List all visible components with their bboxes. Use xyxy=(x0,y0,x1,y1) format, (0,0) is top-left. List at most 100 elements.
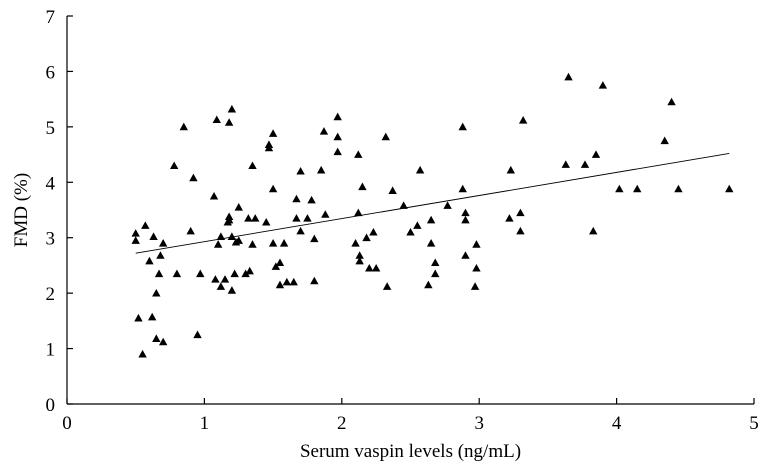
data-point-triangle xyxy=(134,313,143,322)
data-point-triangle xyxy=(667,97,676,106)
data-point-triangle xyxy=(227,232,237,240)
data-point-triangle xyxy=(369,227,378,236)
y-tick-label: 0 xyxy=(46,395,56,416)
data-point-triangle xyxy=(262,217,271,226)
data-point-triangle xyxy=(371,264,381,272)
data-point-triangle xyxy=(461,208,470,217)
data-point-triangle xyxy=(591,150,601,158)
data-point-triangle xyxy=(431,269,440,278)
data-point-triangle xyxy=(358,182,367,191)
data-point-triangle xyxy=(289,277,298,286)
trendline-group xyxy=(135,153,730,254)
data-point-triangle xyxy=(355,251,364,259)
data-point-triangle xyxy=(472,264,481,272)
data-point-triangle xyxy=(580,160,590,168)
data-point-triangle xyxy=(279,239,289,247)
data-point-triangle xyxy=(598,81,608,89)
y-axis-label: FMD (%) xyxy=(11,173,32,247)
data-point-triangle xyxy=(193,330,202,339)
data-point-triangle xyxy=(333,132,342,141)
data-point-triangle xyxy=(248,161,257,170)
y-tick-label: 1 xyxy=(46,340,56,361)
data-point-triangle xyxy=(271,262,281,270)
y-axis-ticks: 0 1 2 3 4 5 6 7 xyxy=(46,7,73,416)
data-point-triangle xyxy=(307,195,316,204)
data-point-triangle xyxy=(211,275,220,283)
trendline xyxy=(135,153,730,254)
x-axis-label: Serum vaspin levels (ng/mL) xyxy=(300,441,521,462)
data-point-triangle xyxy=(154,269,164,278)
data-point-triangle xyxy=(268,184,278,193)
data-points xyxy=(131,72,734,358)
data-point-triangle xyxy=(388,186,397,194)
data-point-triangle xyxy=(458,184,467,193)
data-point-triangle xyxy=(292,214,301,222)
data-point-triangle xyxy=(220,275,230,283)
data-point-triangle xyxy=(141,221,150,229)
data-point-triangle xyxy=(472,240,481,248)
data-point-triangle xyxy=(189,173,198,182)
data-point-triangle xyxy=(268,129,278,137)
data-point-triangle xyxy=(518,116,528,124)
data-point-triangle xyxy=(381,132,390,141)
data-point-triangle xyxy=(244,214,253,222)
data-point-triangle xyxy=(268,239,278,247)
data-point-triangle xyxy=(355,256,364,265)
data-point-triangle xyxy=(234,236,243,244)
data-point-triangle xyxy=(230,269,239,278)
data-point-triangle xyxy=(145,256,154,265)
data-point-triangle xyxy=(149,232,158,240)
data-point-triangle xyxy=(316,165,326,174)
data-point-triangle xyxy=(516,208,525,217)
x-tick-label: 0 xyxy=(62,413,72,434)
data-point-triangle xyxy=(561,160,570,168)
data-point-triangle xyxy=(516,226,525,235)
y-tick-label: 5 xyxy=(46,118,56,139)
data-point-triangle xyxy=(296,167,305,175)
x-axis-ticks: 0 1 2 3 4 5 xyxy=(62,398,759,434)
data-point-triangle xyxy=(382,282,392,290)
data-point-triangle xyxy=(660,136,669,145)
data-point-triangle xyxy=(506,165,516,174)
data-point-triangle xyxy=(321,210,330,218)
data-point-triangle xyxy=(674,184,683,193)
data-point-triangle xyxy=(251,214,260,222)
data-point-triangle xyxy=(186,226,195,235)
data-point-triangle xyxy=(505,214,514,222)
x-tick-label: 3 xyxy=(474,413,484,434)
data-point-triangle xyxy=(234,203,243,211)
data-point-triangle xyxy=(216,282,226,290)
data-point-triangle xyxy=(138,349,147,358)
data-point-triangle xyxy=(152,288,161,297)
data-point-triangle xyxy=(413,221,422,229)
y-tick-label: 2 xyxy=(46,284,56,305)
data-point-triangle xyxy=(351,239,360,247)
data-point-triangle xyxy=(354,208,363,217)
data-point-triangle xyxy=(196,269,205,278)
data-point-triangle xyxy=(172,269,182,278)
data-point-triangle xyxy=(227,286,237,294)
data-point-triangle xyxy=(443,201,452,209)
y-tick-label: 7 xyxy=(46,7,56,28)
data-point-triangle xyxy=(461,215,470,224)
data-point-triangle xyxy=(282,277,292,286)
data-point-triangle xyxy=(406,227,415,236)
x-tick-label: 2 xyxy=(337,413,347,434)
data-point-triangle xyxy=(156,251,165,259)
x-tick-label: 4 xyxy=(612,413,622,434)
data-point-triangle xyxy=(227,104,237,113)
y-tick-label: 6 xyxy=(46,62,56,83)
data-point-triangle xyxy=(426,239,436,247)
data-point-triangle xyxy=(589,226,598,235)
x-tick-label: 1 xyxy=(200,413,210,434)
y-tick-label: 4 xyxy=(46,173,56,194)
data-point-triangle xyxy=(224,118,234,126)
data-point-triangle xyxy=(365,264,374,272)
axes: 0 1 2 3 4 5 0 1 2 3 4 5 6 7 xyxy=(46,7,759,434)
data-point-triangle xyxy=(333,147,342,156)
data-point-triangle xyxy=(470,282,480,290)
data-point-triangle xyxy=(264,143,274,152)
data-point-triangle xyxy=(131,236,140,244)
data-point-triangle xyxy=(354,150,363,158)
data-point-triangle xyxy=(303,214,312,222)
